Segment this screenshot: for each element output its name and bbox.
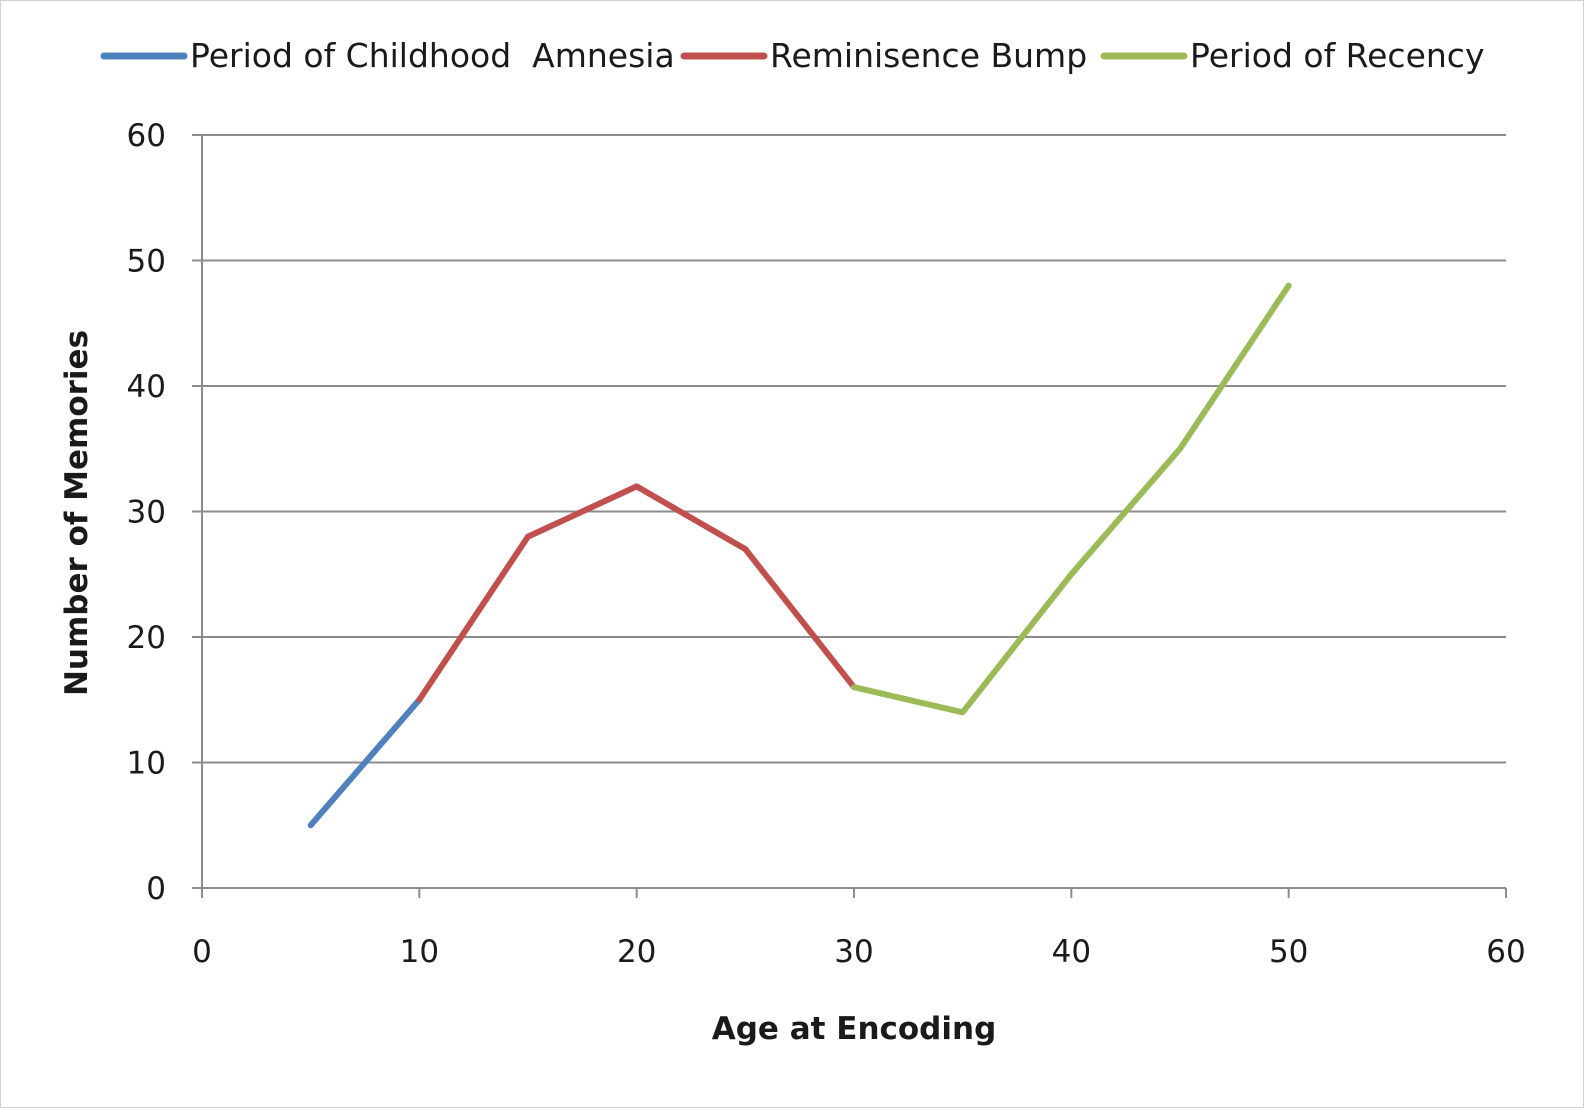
x-tick-labels: 0 10 20 30 40 50 60 xyxy=(192,888,1526,970)
y-tick-label: 50 xyxy=(127,244,166,280)
x-tick-label: 30 xyxy=(834,934,873,970)
y-tick-label: 60 xyxy=(127,118,166,154)
legend: Period of Childhood Amnesia Reminisence B… xyxy=(100,36,1484,75)
series-line-2 xyxy=(851,282,1292,716)
x-tick-label: 50 xyxy=(1269,934,1308,970)
y-tick-label: 30 xyxy=(127,495,166,531)
x-tick-label: 60 xyxy=(1486,934,1525,970)
y-tick-label: 10 xyxy=(127,746,166,782)
x-tick-label: 40 xyxy=(1052,934,1091,970)
series-line-1 xyxy=(416,483,857,703)
gridlines xyxy=(202,134,1506,764)
y-axis-title: Number of Memories xyxy=(59,330,95,696)
legend-label-2: Period of Recency xyxy=(1190,36,1484,75)
y-tick-label: 20 xyxy=(127,620,166,656)
x-tick-label: 0 xyxy=(192,934,212,970)
series-lines xyxy=(307,282,1292,829)
x-tick-label: 20 xyxy=(617,934,656,970)
legend-label-0: Period of Childhood Amnesia xyxy=(190,36,675,75)
series-line-0 xyxy=(307,696,423,829)
y-tick-labels: 0 10 20 30 40 50 60 xyxy=(127,118,202,907)
x-tick-label: 10 xyxy=(400,934,439,970)
y-tick-label: 40 xyxy=(127,369,166,405)
legend-label-1: Reminisence Bump xyxy=(770,36,1087,75)
x-axis-title: Age at Encoding xyxy=(712,1011,997,1047)
y-tick-label: 0 xyxy=(146,871,166,907)
